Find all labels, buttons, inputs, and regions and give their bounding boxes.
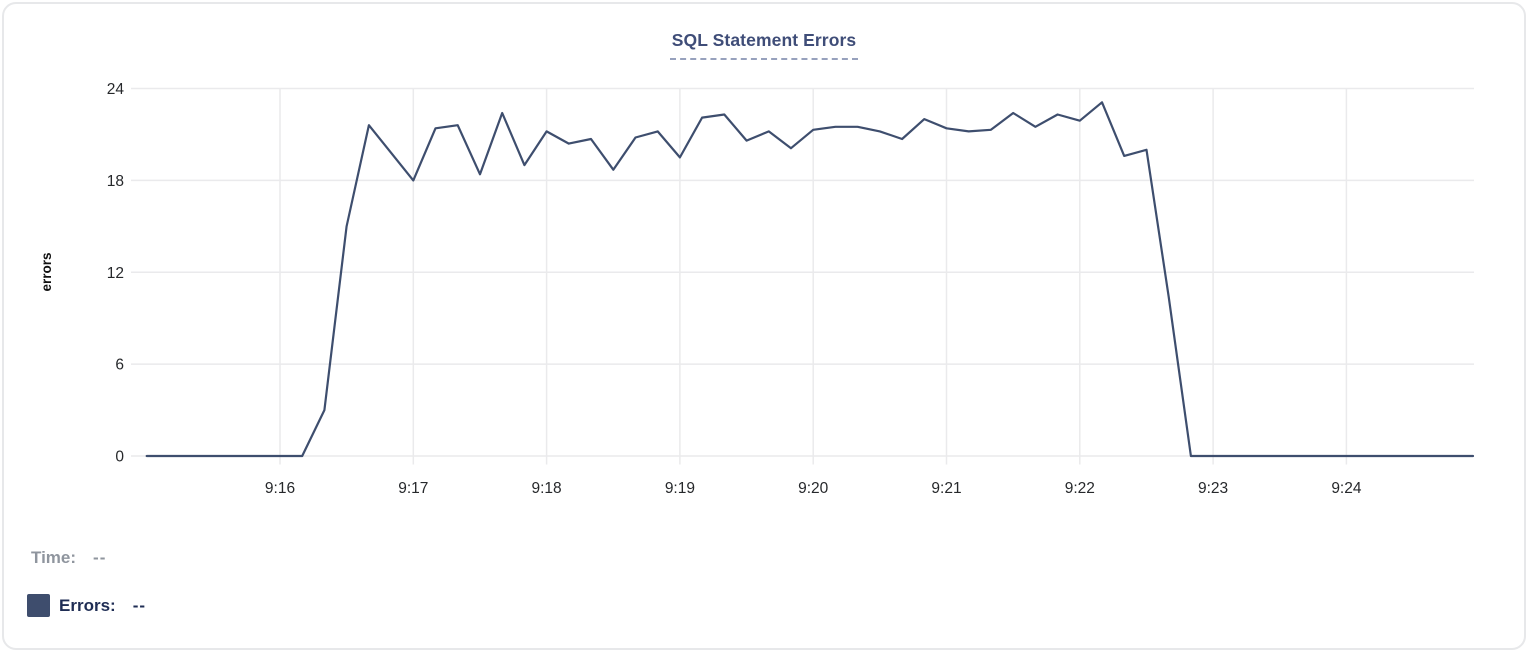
errors-series-swatch-icon <box>27 594 50 617</box>
time-label: Time: <box>31 548 77 567</box>
errors-value: -- <box>132 595 147 615</box>
x-tick-label: 9:22 <box>1065 480 1095 497</box>
y-tick-label: 6 <box>115 357 124 374</box>
y-tick-label: 18 <box>107 173 124 190</box>
y-axis-label: errors <box>39 252 54 291</box>
legend-time-row: Time: -- <box>31 548 106 568</box>
legend-errors-row: Errors: -- <box>27 594 146 617</box>
errors-label: Errors: <box>59 595 116 615</box>
chart-title[interactable]: SQL Statement Errors <box>669 30 859 60</box>
y-tick-label: 0 <box>115 449 124 466</box>
time-value: -- <box>93 548 107 567</box>
x-tick-label: 9:16 <box>265 480 295 497</box>
x-tick-label: 9:23 <box>1198 480 1228 497</box>
x-tick-label: 9:21 <box>931 480 961 497</box>
x-tick-label: 9:18 <box>532 480 562 497</box>
y-tick-label: 12 <box>107 265 124 282</box>
x-tick-label: 9:19 <box>665 480 695 497</box>
errors-line-chart[interactable]: 0 6 12 18 24 9:16 9:17 9:18 9:19 9:20 9:21 9:22 9:23… <box>4 4 1526 509</box>
errors-series-line[interactable] <box>145 101 1475 458</box>
x-tick-label: 9:17 <box>398 480 428 497</box>
y-tick-label: 24 <box>107 81 125 98</box>
x-tick-label: 9:24 <box>1331 480 1362 497</box>
x-tick-label: 9:20 <box>798 480 829 497</box>
chart-title-wrap: SQL Statement Errors <box>4 30 1524 60</box>
